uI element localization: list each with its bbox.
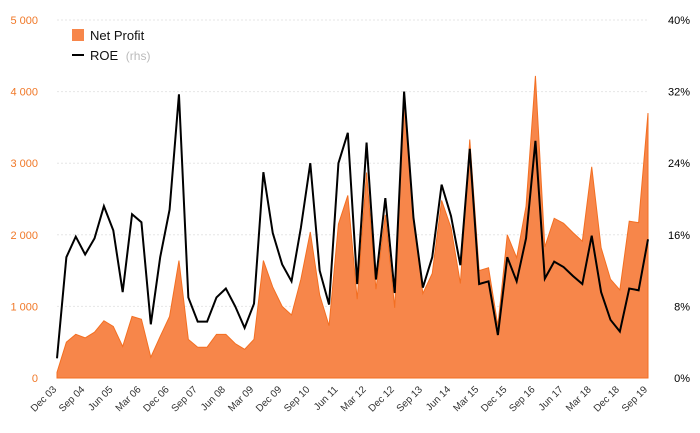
net-profit-area-series <box>56 75 649 379</box>
x-axis-tick-label: Sep 19 <box>620 384 650 414</box>
x-axis-tick-label: Dec 18 <box>592 384 622 414</box>
right-axis-tick-label: 8% <box>674 301 690 313</box>
x-axis-tick-label: Sep 07 <box>170 384 200 414</box>
x-axis-tick-label: Dec 03 <box>29 384 59 414</box>
roe-line <box>56 91 649 359</box>
right-axis-tick-label: 24% <box>668 158 690 170</box>
right-axis-tick-label: 40% <box>668 15 690 27</box>
x-axis-tick-label: Dec 06 <box>142 384 172 414</box>
x-axis-tick-label: Sep 13 <box>395 384 425 414</box>
left-axis-tick-label: 4 000 <box>10 87 38 99</box>
legend-label-roe: ROE (rhs) <box>90 48 150 63</box>
left-axis: 0 1 000 2 000 3 000 4 000 5 000 <box>10 15 38 385</box>
legend-label-roe-unit: (rhs) <box>126 49 151 63</box>
x-axis-tick-label: Mar 09 <box>226 384 256 414</box>
x-axis-tick-label: Jun 11 <box>312 384 341 413</box>
x-axis-tick-label: Jun 05 <box>86 384 115 413</box>
x-axis-tick-label: Mar 18 <box>564 384 594 414</box>
x-axis-tick-label: Jun 17 <box>537 384 566 413</box>
left-axis-tick-label: 2 000 <box>10 230 38 242</box>
legend-label-roe-text: ROE <box>90 48 119 63</box>
roe-line-series <box>56 91 649 359</box>
left-axis-tick-label: 1 000 <box>10 301 38 313</box>
left-axis-tick-label: 0 <box>32 373 38 385</box>
right-axis: 0% 8% 16% 24% 32% 40% <box>668 15 690 385</box>
x-axis-tick-label: Sep 16 <box>507 384 537 414</box>
net-profit-area <box>56 75 649 379</box>
x-axis-tick-label: Mar 06 <box>114 384 144 414</box>
x-axis-tick-label: Dec 09 <box>254 384 284 414</box>
x-axis-tick-label: Jun 14 <box>424 384 453 413</box>
x-axis-tick-label: Dec 15 <box>479 384 509 414</box>
x-axis-tick-label: Mar 15 <box>451 384 481 414</box>
x-axis-tick-label: Sep 10 <box>282 384 312 414</box>
left-axis-tick-label: 3 000 <box>10 158 38 170</box>
x-axis-tick-label: Jun 08 <box>199 384 228 413</box>
x-axis-tick-label: Mar 12 <box>339 384 369 414</box>
x-axis-tick-label: Sep 04 <box>57 384 87 414</box>
x-axis-tick-label: Dec 12 <box>367 384 397 414</box>
legend-label-net-profit: Net Profit <box>90 28 145 43</box>
legend-swatch-net-profit <box>72 29 84 41</box>
right-axis-tick-label: 32% <box>668 87 690 99</box>
legend: Net Profit ROE (rhs) <box>72 28 150 63</box>
right-axis-tick-label: 16% <box>668 230 690 242</box>
left-axis-tick-label: 5 000 <box>10 15 38 27</box>
right-axis-tick-label: 0% <box>674 373 690 385</box>
